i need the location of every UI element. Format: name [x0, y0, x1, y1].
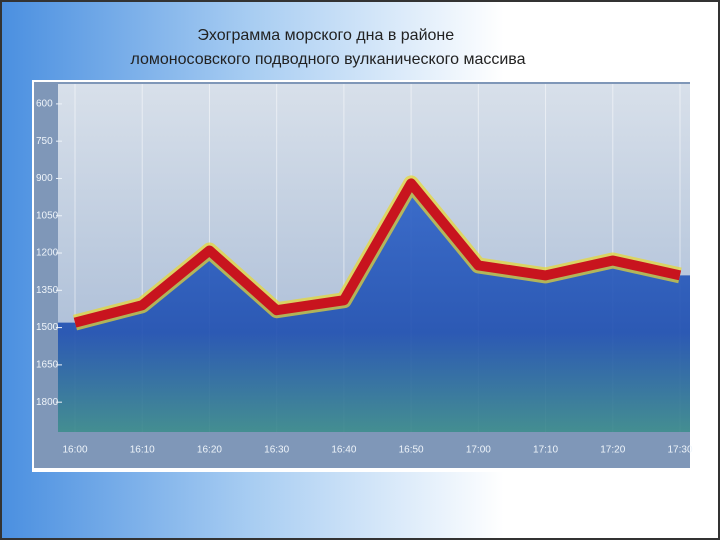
x-tick-label: 16:30 — [264, 445, 289, 456]
y-tick-label: 750 — [36, 136, 53, 147]
y-tick-label: 1800 — [36, 397, 59, 408]
title-line: Эхограмма морского дна в районе — [197, 27, 454, 44]
y-tick-label: 1350 — [36, 285, 59, 296]
x-tick-label: 16:20 — [197, 445, 222, 456]
seabed-area — [58, 183, 690, 432]
axes: 600 750 900 1050 1200 1350 1500 1650 1800 16:00 16… — [36, 99, 693, 456]
slide-title: Эхограмма морского дна в районе ломоносо… — [130, 27, 525, 68]
x-tick-label: 17:10 — [533, 445, 558, 456]
x-tick-label: 16:10 — [130, 445, 155, 456]
y-tick-label: 900 — [36, 173, 53, 184]
seabed-line — [73, 178, 682, 328]
title-line: ломоносовского подводного вулканического… — [130, 51, 525, 68]
x-tick-label: 17:30 — [667, 445, 692, 456]
y-tick-label: 1650 — [36, 360, 59, 371]
y-tick-label: 1500 — [36, 322, 59, 333]
x-tick-label: 16:50 — [399, 445, 424, 456]
x-tick-label: 17:00 — [466, 445, 491, 456]
y-tick-label: 1200 — [36, 248, 59, 259]
plot — [58, 84, 690, 432]
x-tick-label: 17:20 — [600, 445, 625, 456]
x-tick-label: 16:00 — [62, 445, 87, 456]
y-tick-label: 600 — [36, 99, 53, 110]
y-tick-label: 1050 — [36, 210, 59, 221]
x-tick-label: 16:40 — [331, 445, 356, 456]
